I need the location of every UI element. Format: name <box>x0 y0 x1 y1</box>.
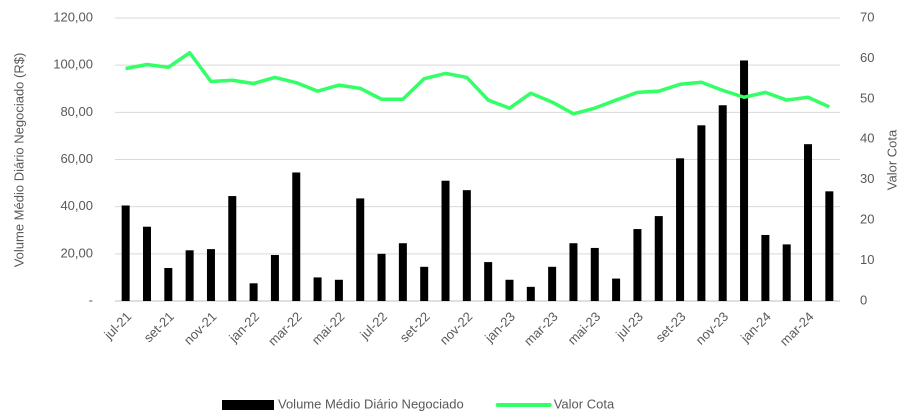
x-tick-label: nov-21 <box>181 309 220 348</box>
x-tick-label: mai-22 <box>309 309 348 348</box>
y2-tick-label: 10 <box>860 252 874 267</box>
bar <box>313 277 322 301</box>
bar <box>164 267 173 301</box>
x-tick-label: set-21 <box>141 309 177 345</box>
y-tick-label: 100,00 <box>53 57 93 72</box>
line <box>125 51 831 116</box>
x-tick-label: mar-22 <box>265 309 305 349</box>
x-tick-label: jul-21 <box>100 309 134 343</box>
x-tick-label: nov-22 <box>437 309 476 348</box>
x-tick-label: jul-23 <box>612 309 646 343</box>
y-tick-label: 120,00 <box>53 9 93 24</box>
bar <box>270 255 279 301</box>
x-tick-label: jan-24 <box>737 309 774 346</box>
y2-tick-label: 70 <box>860 9 874 24</box>
y2-tick-label: 50 <box>860 90 874 105</box>
bar <box>590 247 599 301</box>
bar <box>718 105 727 301</box>
bar <box>654 216 663 301</box>
y-tick-label: 80,00 <box>60 104 93 119</box>
y2-tick-label: 30 <box>860 171 874 186</box>
x-tick-label: jan-23 <box>481 309 518 346</box>
bar <box>612 278 621 301</box>
x-tick-label: mar-23 <box>521 309 561 349</box>
y-axis-label: Volume Médio Diário Negociado (R$) <box>11 53 26 268</box>
legend-label: Volume Médio Diário Negociado <box>278 396 464 411</box>
bar <box>825 191 834 301</box>
bar <box>804 144 813 301</box>
y-tick-label: - <box>89 292 93 307</box>
bar <box>356 198 365 301</box>
x-tick-label: jul-22 <box>356 309 390 343</box>
bar <box>121 205 130 301</box>
bar <box>228 196 237 301</box>
bar <box>377 253 386 301</box>
y2-tick-label: 20 <box>860 212 874 227</box>
bar <box>526 286 535 301</box>
x-tick-label: set-23 <box>652 309 688 345</box>
bar <box>484 262 493 301</box>
x-tick-label: jan-22 <box>225 309 262 346</box>
y-tick-label: 20,00 <box>60 245 93 260</box>
bar <box>761 234 770 301</box>
bar <box>292 172 301 301</box>
bar <box>185 250 194 301</box>
bar <box>462 190 471 301</box>
bar <box>505 279 514 301</box>
bar <box>420 266 429 301</box>
bar <box>569 243 578 301</box>
bar <box>740 60 749 302</box>
y2-tick-label: 60 <box>860 50 874 65</box>
y2-tick-label: 40 <box>860 131 874 146</box>
y2-tick-label: 0 <box>860 292 867 307</box>
bar <box>206 249 215 301</box>
y2-axis-label: Valor Cota <box>884 129 899 190</box>
bar <box>782 244 791 301</box>
x-tick-label: set-22 <box>397 309 433 345</box>
bar <box>398 243 407 301</box>
bar <box>676 158 685 301</box>
bar <box>697 125 706 301</box>
bar <box>142 226 151 301</box>
bar <box>334 279 343 301</box>
bar <box>633 229 642 301</box>
bar <box>441 180 450 301</box>
legend-label: Valor Cota <box>554 396 615 411</box>
bar <box>548 266 557 301</box>
x-tick-label: mar-24 <box>777 309 817 349</box>
y-tick-label: 60,00 <box>60 151 93 166</box>
x-tick-label: nov-23 <box>693 309 732 348</box>
legend-swatch <box>222 400 274 410</box>
y-tick-label: 40,00 <box>60 198 93 213</box>
bar <box>249 283 258 301</box>
x-tick-label: mai-23 <box>565 309 604 348</box>
